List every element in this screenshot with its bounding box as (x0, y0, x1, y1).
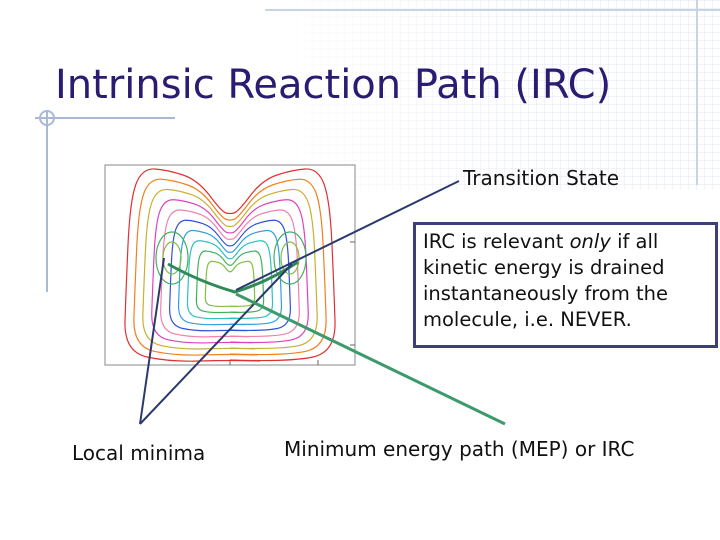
ornament (39, 110, 55, 126)
pointer (139, 263, 293, 425)
pointer (235, 292, 506, 426)
grid-fade (260, 0, 720, 190)
note-emphasis: only (569, 230, 611, 253)
note-box: IRC is relevant only if all kinetic ener… (413, 222, 718, 348)
contour (195, 250, 265, 314)
contour (133, 178, 327, 356)
contour (204, 260, 256, 308)
contour (155, 231, 189, 285)
note-text: IRC is relevant (423, 230, 570, 253)
contour (124, 168, 336, 362)
contour (280, 241, 300, 275)
contour (273, 231, 307, 285)
slide-title: Intrinsic Reaction Path (IRC) (55, 62, 612, 108)
pointer (139, 257, 165, 425)
pointer (235, 180, 460, 291)
note-text: if all kinetic energy is drained instant… (423, 230, 669, 331)
label: Minimum energy path (MEP) or IRC (284, 437, 635, 461)
mep-path (167, 260, 299, 294)
contour (186, 240, 274, 320)
label: Local minima (72, 441, 206, 465)
label: Transition State (463, 166, 620, 190)
